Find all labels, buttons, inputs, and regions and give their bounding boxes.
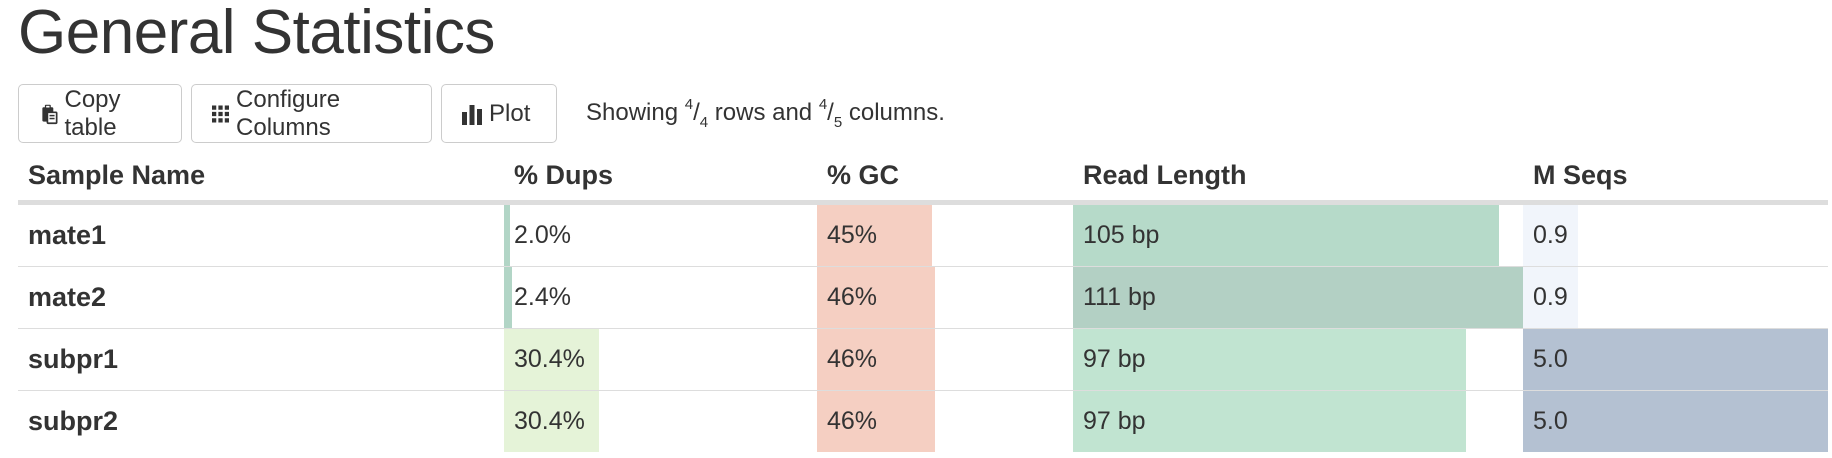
m-seqs-bar: [1523, 205, 1578, 266]
read-length-value: 111 bp: [1083, 283, 1156, 311]
showing-summary: Showing 4/4 rows and 4/5 columns.: [586, 95, 945, 132]
m-seqs-cell: 0.9: [1523, 202, 1828, 267]
col-header-sample-name[interactable]: Sample Name: [18, 150, 504, 205]
table-toolbar: Copy table Configure Columns Plot Showin…: [18, 84, 945, 143]
configure-columns-button[interactable]: Configure Columns: [191, 84, 432, 143]
m-seqs-bar: [1523, 391, 1828, 452]
plot-button[interactable]: Plot: [441, 84, 557, 143]
read-length-cell: 97 bp: [1073, 328, 1523, 391]
gc-cell: 45%: [817, 202, 1073, 267]
read-length-value: 97 bp: [1083, 345, 1146, 373]
table-header-row: Sample Name % Dups % GC Read Length M Se…: [18, 150, 1828, 205]
m-seqs-value: 5.0: [1533, 407, 1568, 435]
gc-cell: 46%: [817, 328, 1073, 391]
gc-bar: [817, 391, 935, 452]
grid-icon: [212, 104, 230, 123]
page-title: General Statistics: [18, 0, 495, 67]
table-row: subpr2 30.4% 46% 97 bp 5.0: [18, 390, 1828, 452]
dups-value: 2.4%: [514, 283, 571, 311]
m-seqs-value: 5.0: [1533, 345, 1568, 373]
copy-table-button[interactable]: Copy table: [18, 84, 182, 143]
col-header-m-seqs[interactable]: M Seqs: [1523, 150, 1828, 205]
m-seqs-cell: 5.0: [1523, 390, 1828, 452]
dups-value: 30.4%: [514, 345, 585, 373]
plot-label: Plot: [489, 99, 531, 127]
dups-cell: 2.0%: [504, 202, 817, 267]
read-length-bar: [1073, 205, 1499, 266]
table-row: mate2 2.4% 46% 111 bp 0.9: [18, 266, 1828, 329]
sample-name-cell: subpr2: [18, 390, 504, 452]
m-seqs-cell: 5.0: [1523, 328, 1828, 391]
m-seqs-value: 0.9: [1533, 221, 1568, 249]
sample-name-cell: mate2: [18, 266, 504, 329]
copy-table-label: Copy table: [64, 85, 121, 141]
general-stats-table: Sample Name % Dups % GC Read Length M Se…: [18, 150, 1828, 452]
dups-value: 30.4%: [514, 407, 585, 435]
read-length-value: 105 bp: [1083, 221, 1160, 249]
rows-shown: 4: [684, 95, 694, 113]
read-length-cell: 111 bp: [1073, 266, 1523, 329]
rows-total: 4: [699, 114, 709, 132]
sample-name-cell: mate1: [18, 202, 504, 267]
dups-cell: 30.4%: [504, 328, 817, 391]
read-length-cell: 105 bp: [1073, 202, 1523, 267]
col-header-read-length[interactable]: Read Length: [1073, 150, 1523, 205]
dups-bar: [504, 267, 512, 328]
cols-shown: 4: [818, 95, 828, 113]
table-row: mate1 2.0% 45% 105 bp 0.9: [18, 202, 1828, 267]
read-length-cell: 97 bp: [1073, 390, 1523, 452]
gc-bar: [817, 267, 935, 328]
col-header-gc[interactable]: % GC: [817, 150, 1073, 205]
dups-bar: [504, 205, 511, 266]
dups-bar: [504, 391, 600, 452]
m-seqs-bar: [1523, 267, 1578, 328]
configure-columns-label: Configure Columns: [236, 85, 341, 141]
bar-chart-icon: [462, 104, 482, 125]
gc-cell: 46%: [817, 266, 1073, 329]
m-seqs-bar: [1523, 329, 1828, 390]
read-length-bar: [1073, 329, 1467, 390]
gc-value: 46%: [827, 407, 878, 435]
clipboard-copy-icon: [42, 104, 58, 124]
m-seqs-value: 0.9: [1533, 283, 1568, 311]
table-row: subpr1 30.4% 46% 97 bp 5.0: [18, 328, 1828, 391]
dups-cell: 30.4%: [504, 390, 817, 452]
read-length-value: 97 bp: [1083, 407, 1146, 435]
dups-bar: [504, 329, 600, 390]
gc-cell: 46%: [817, 390, 1073, 452]
sample-name-cell: subpr1: [18, 328, 504, 391]
gc-value: 46%: [827, 345, 878, 373]
gc-value: 46%: [827, 283, 878, 311]
m-seqs-cell: 0.9: [1523, 266, 1828, 329]
gc-bar: [817, 329, 935, 390]
read-length-bar: [1073, 391, 1467, 452]
read-length-bar: [1073, 267, 1523, 328]
col-header-dups[interactable]: % Dups: [504, 150, 817, 205]
dups-cell: 2.4%: [504, 266, 817, 329]
dups-value: 2.0%: [514, 221, 571, 249]
gc-bar: [817, 205, 933, 266]
gc-value: 45%: [827, 221, 878, 249]
cols-total: 5: [833, 114, 843, 132]
